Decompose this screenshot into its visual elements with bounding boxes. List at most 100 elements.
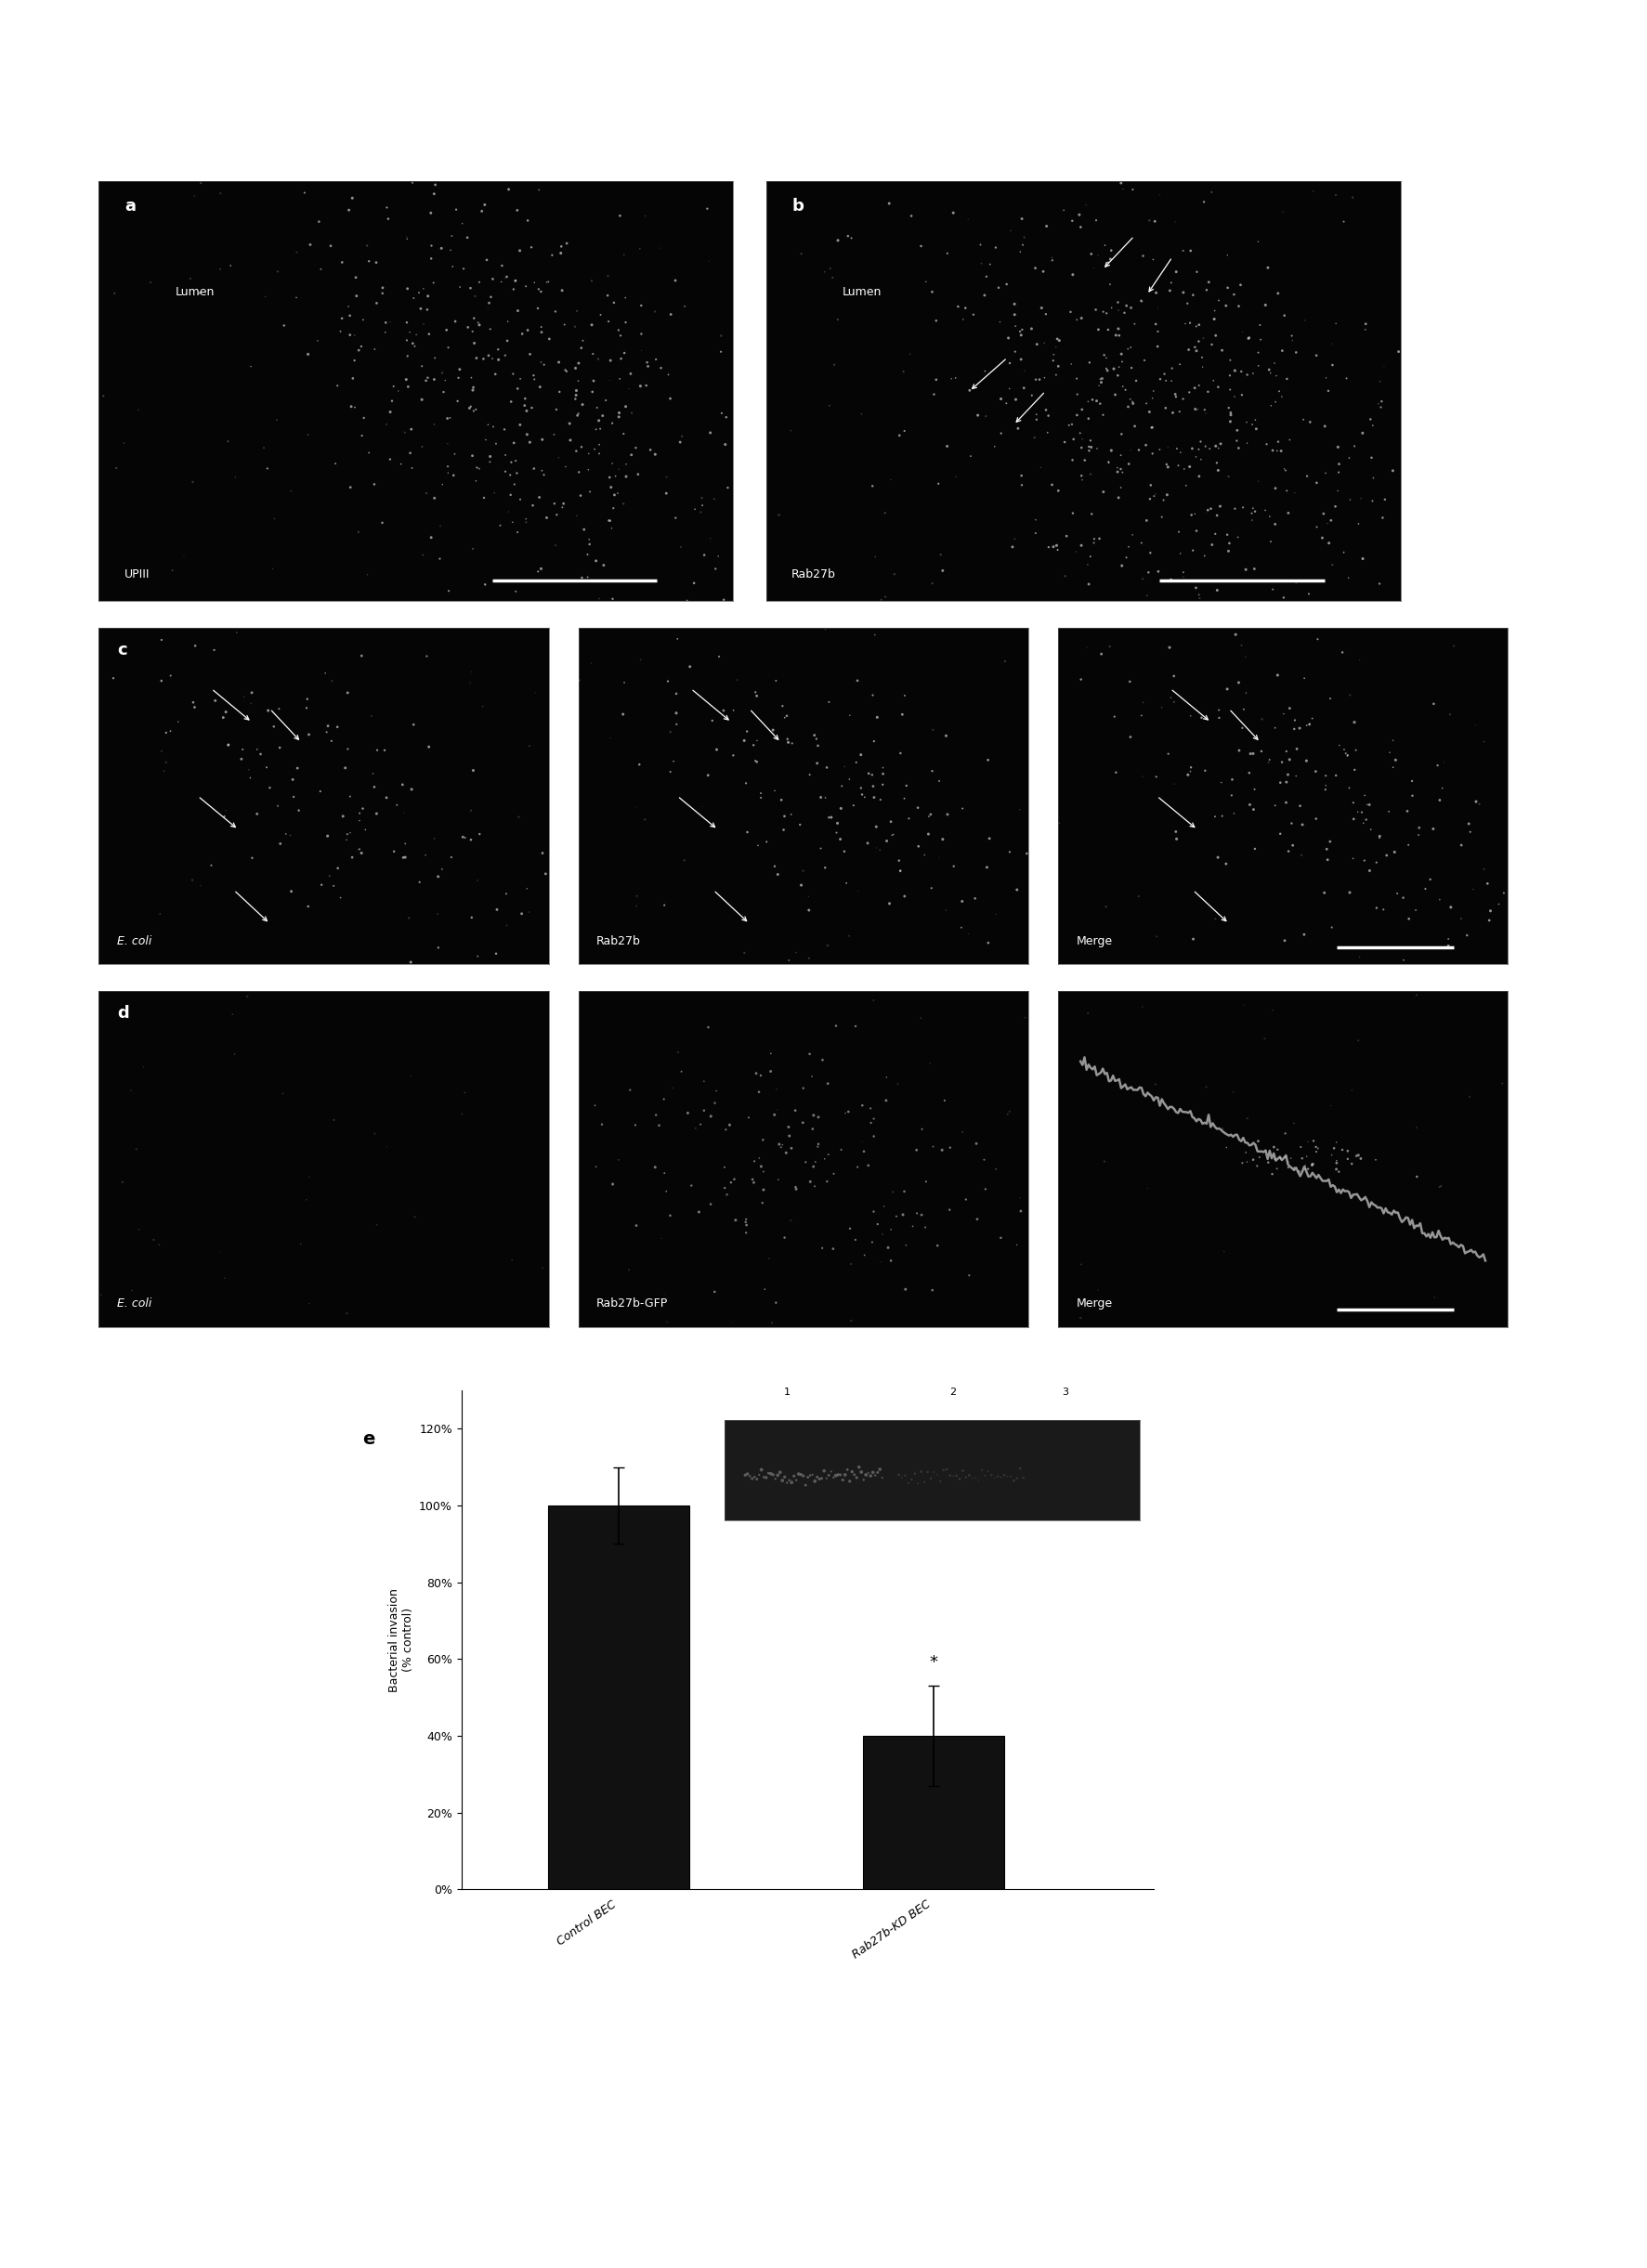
Point	[575, 435, 601, 472]
Point	[494, 322, 520, 358]
Point	[1034, 528, 1061, 565]
Point	[682, 1109, 708, 1145]
Point	[1084, 1272, 1110, 1309]
Point	[147, 896, 173, 932]
Point	[1211, 1234, 1237, 1270]
Point	[954, 202, 980, 238]
Point	[1005, 411, 1031, 447]
Point	[1304, 621, 1331, 658]
Point	[1390, 941, 1416, 978]
Point	[293, 689, 320, 726]
Point	[934, 429, 960, 465]
Point	[1283, 730, 1309, 767]
Point	[374, 191, 400, 227]
Point	[787, 866, 814, 903]
Point	[1059, 442, 1085, 479]
Point	[463, 449, 489, 485]
Point	[1215, 358, 1242, 395]
Point	[296, 1286, 323, 1322]
Point	[476, 311, 502, 347]
Point	[743, 723, 769, 760]
Point	[687, 494, 713, 531]
Point	[695, 243, 721, 279]
Point	[800, 1148, 827, 1184]
Point	[935, 1191, 962, 1227]
Point	[718, 1163, 744, 1200]
Point	[1108, 454, 1135, 490]
Point	[1242, 494, 1268, 531]
Point	[387, 447, 413, 483]
Point	[277, 816, 303, 853]
Text: b: b	[791, 197, 804, 215]
Point	[476, 438, 502, 474]
Point	[1220, 490, 1247, 526]
Point	[1303, 338, 1329, 374]
Point	[315, 819, 341, 855]
Point	[1117, 381, 1143, 417]
Point	[606, 399, 632, 435]
Point	[460, 753, 486, 789]
Point	[1057, 347, 1084, 383]
Point	[374, 780, 400, 816]
Point	[1323, 1125, 1349, 1161]
Point	[1153, 476, 1179, 513]
Point	[1365, 565, 1392, 601]
Point	[942, 458, 968, 494]
Point	[1329, 1132, 1355, 1168]
Point	[660, 744, 687, 780]
Point	[749, 1173, 776, 1209]
Point	[1313, 830, 1339, 866]
Point	[359, 755, 385, 792]
Point	[1120, 386, 1146, 422]
Point	[1220, 277, 1247, 313]
Point	[1220, 379, 1247, 415]
Point	[1107, 336, 1133, 372]
Point	[1232, 640, 1258, 676]
Point	[1039, 528, 1066, 565]
Point	[824, 814, 850, 850]
Point	[1375, 735, 1402, 771]
Point	[866, 782, 893, 819]
Point	[1390, 880, 1416, 916]
Point	[1102, 318, 1128, 354]
Point	[568, 329, 595, 365]
Point	[652, 458, 679, 494]
Point	[1336, 676, 1362, 712]
Point	[1411, 871, 1438, 907]
Point	[1448, 828, 1474, 864]
Point	[807, 830, 833, 866]
Point	[921, 376, 947, 413]
Point	[333, 751, 359, 787]
Point	[733, 1207, 759, 1243]
Point	[1321, 1129, 1347, 1166]
Point	[512, 501, 539, 538]
Point	[1347, 481, 1374, 517]
Point	[1148, 499, 1174, 535]
Point	[1194, 374, 1220, 411]
Point	[796, 758, 822, 794]
Point	[860, 1100, 886, 1136]
Point	[929, 1132, 955, 1168]
Point	[448, 1095, 474, 1132]
Point	[1220, 796, 1247, 832]
Point	[774, 723, 800, 760]
Point	[1263, 1150, 1290, 1186]
Point	[1115, 528, 1141, 565]
Point	[441, 304, 468, 340]
Point	[445, 361, 471, 397]
Point	[1262, 787, 1288, 823]
Point	[613, 447, 639, 483]
Point	[578, 644, 604, 680]
Point	[553, 225, 580, 261]
Point	[1329, 635, 1355, 671]
Point	[1267, 1141, 1293, 1177]
Point	[1087, 386, 1113, 422]
Point	[588, 1107, 614, 1143]
Point	[1206, 692, 1232, 728]
Point	[1194, 492, 1220, 528]
Point	[814, 748, 840, 785]
Point	[578, 263, 604, 299]
Point	[1435, 921, 1461, 957]
Point	[1184, 324, 1211, 361]
Point	[333, 1295, 359, 1331]
